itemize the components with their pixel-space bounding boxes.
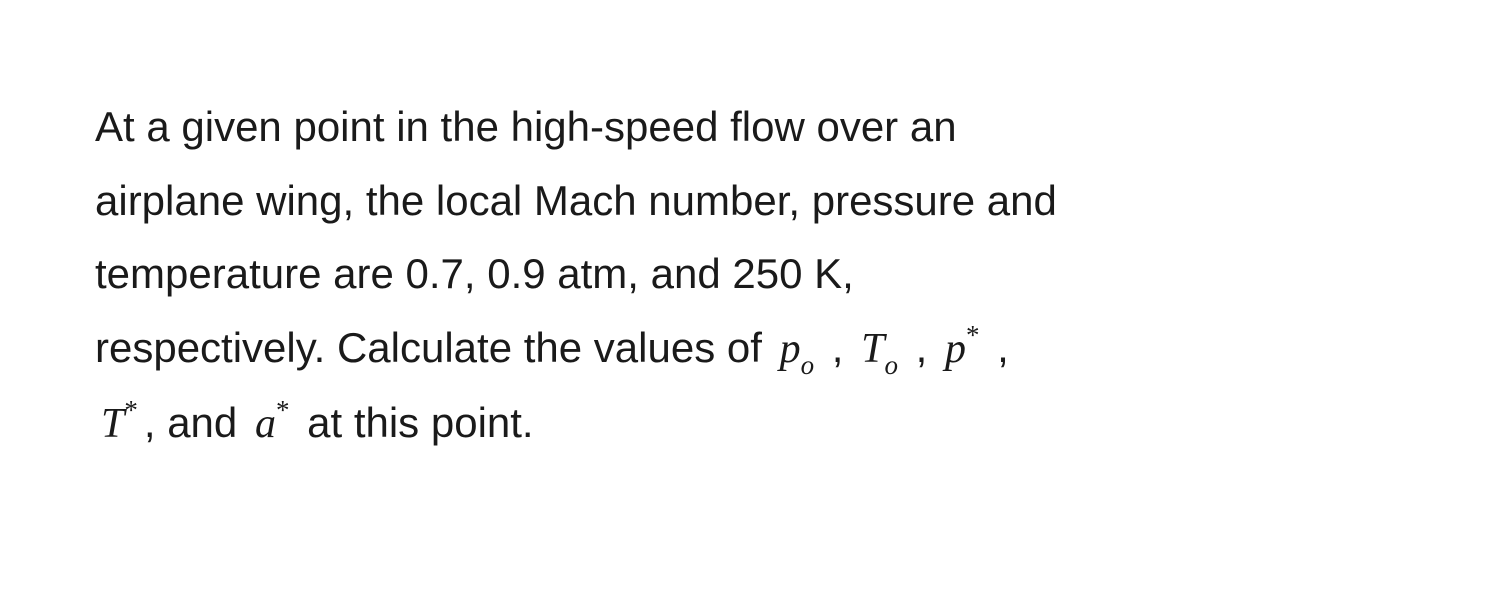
- var-base: p: [945, 326, 966, 372]
- math-var-T-star: T*: [101, 386, 138, 462]
- text-line-2: airplane wing, the local Mach number, pr…: [95, 177, 1057, 224]
- separator-comma: ,: [985, 324, 1008, 371]
- var-base: T: [861, 326, 884, 372]
- math-var-p-star: p*: [945, 311, 980, 387]
- text-line-5-part-3: at this point.: [295, 399, 533, 446]
- text-line-1: At a given point in the high-speed flow …: [95, 103, 957, 150]
- var-base: T: [101, 401, 124, 447]
- problem-statement: At a given point in the high-speed flow …: [95, 90, 1405, 462]
- separator-comma: ,: [904, 324, 939, 371]
- var-base: a: [255, 401, 276, 447]
- var-superscript: *: [124, 395, 138, 425]
- text-line-3: temperature are 0.7, 0.9 atm, and 250 K,: [95, 250, 854, 297]
- var-subscript: o: [801, 350, 815, 380]
- var-subscript: o: [884, 350, 898, 380]
- var-base: p: [780, 326, 801, 372]
- math-var-a-star: a*: [255, 386, 290, 462]
- math-var-T-sub-o: To: [861, 311, 898, 387]
- separator-comma: ,: [820, 324, 855, 371]
- math-var-p-sub-o: po: [780, 311, 815, 387]
- var-superscript: *: [276, 395, 290, 425]
- text-line-4-part-1: respectively. Calculate the values of: [95, 324, 774, 371]
- text-line-5-part-2: , and: [144, 399, 249, 446]
- var-superscript: *: [966, 320, 980, 350]
